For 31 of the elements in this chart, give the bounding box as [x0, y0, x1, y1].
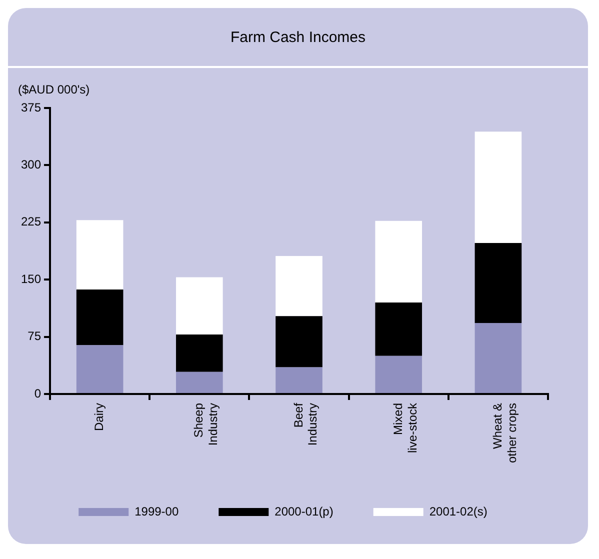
bar — [176, 372, 223, 393]
bar — [474, 323, 522, 393]
y-tick-label: 75 — [28, 329, 42, 344]
y-tick-label: 225 — [20, 214, 42, 229]
bar — [474, 132, 522, 243]
bar — [76, 289, 124, 346]
y-tick-label: 0 — [34, 386, 42, 400]
bar — [176, 277, 223, 334]
y-tick-label: 300 — [20, 158, 42, 172]
bar — [76, 220, 124, 290]
legend-label: 2001-02(s) — [429, 504, 488, 518]
y-tick-label: 150 — [20, 272, 42, 286]
x-tick-label: Wheat & other crops — [490, 402, 519, 463]
legend-label: 1999-00 — [134, 504, 179, 518]
bar — [276, 316, 322, 368]
x-tick-label: Beef Industry — [291, 402, 320, 446]
x-tick-label: Dairy — [92, 402, 106, 431]
x-tick-label: Sheep Industry — [192, 402, 220, 446]
bar — [276, 367, 322, 393]
y-tick-label: 375 — [20, 100, 42, 114]
chart-title: Farm Cash Incomes — [8, 8, 588, 68]
bar — [76, 345, 124, 393]
bar — [375, 302, 422, 356]
x-tick-label: Mixed live-stock — [390, 402, 420, 453]
bar — [176, 334, 223, 372]
bar — [375, 220, 422, 302]
bar — [474, 242, 522, 324]
bar — [276, 256, 322, 316]
legend-label: 2000-01(p) — [274, 504, 334, 518]
y-axis-title: ($AUD 000's) — [18, 82, 90, 96]
bar — [375, 356, 422, 393]
